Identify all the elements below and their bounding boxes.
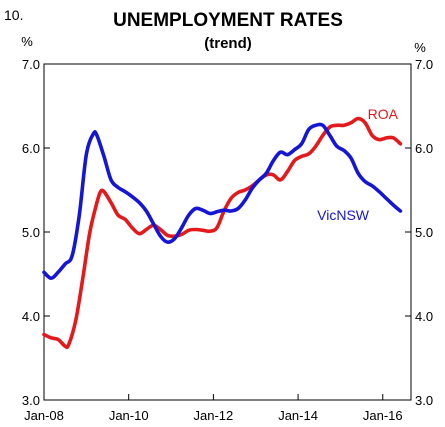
series-line-vicnsw	[42, 122, 403, 280]
y-tick-label-right: 3.0	[415, 393, 433, 408]
y-tick-label-right: 4.0	[415, 309, 433, 324]
y-tick-label-left: 4.0	[22, 309, 40, 324]
y-axis-unit-right: %	[414, 40, 426, 55]
y-tick-label-right: 5.0	[415, 225, 433, 240]
y-axis-unit-left: %	[21, 34, 33, 49]
x-tick-label: Jan-08	[24, 408, 64, 423]
series-label-roa: ROA	[368, 106, 399, 122]
y-tick-label-left: 3.0	[22, 393, 40, 408]
series-lines	[42, 116, 403, 350]
axes: 3.0 3.0 4.0 4.0 5.0 5.0 6.0 6.0 7.0 7.0 Jan-08 Jan-…	[22, 57, 433, 423]
series-line-roa	[42, 116, 403, 350]
figure-number: 10.	[4, 7, 23, 23]
x-tick-label: Jan-12	[194, 408, 234, 423]
x-tick-label: Jan-14	[278, 408, 318, 423]
plot-frame	[43, 63, 412, 401]
chart-title: UNEMPLOYMENT RATES	[113, 10, 343, 31]
y-tick-label-left: 7.0	[22, 57, 40, 72]
chart-subtitle: (trend)	[204, 35, 252, 52]
series-labels: ROA VicNSW	[317, 106, 399, 223]
x-tick-label: Jan-16	[363, 408, 403, 423]
y-tick-label-left: 6.0	[22, 141, 40, 156]
x-tick-label: Jan-10	[109, 408, 149, 423]
y-tick-label-right: 7.0	[415, 57, 433, 72]
y-tick-label-right: 6.0	[415, 141, 433, 156]
series-label-vicnsw: VicNSW	[317, 207, 370, 223]
y-tick-label-left: 5.0	[22, 225, 40, 240]
